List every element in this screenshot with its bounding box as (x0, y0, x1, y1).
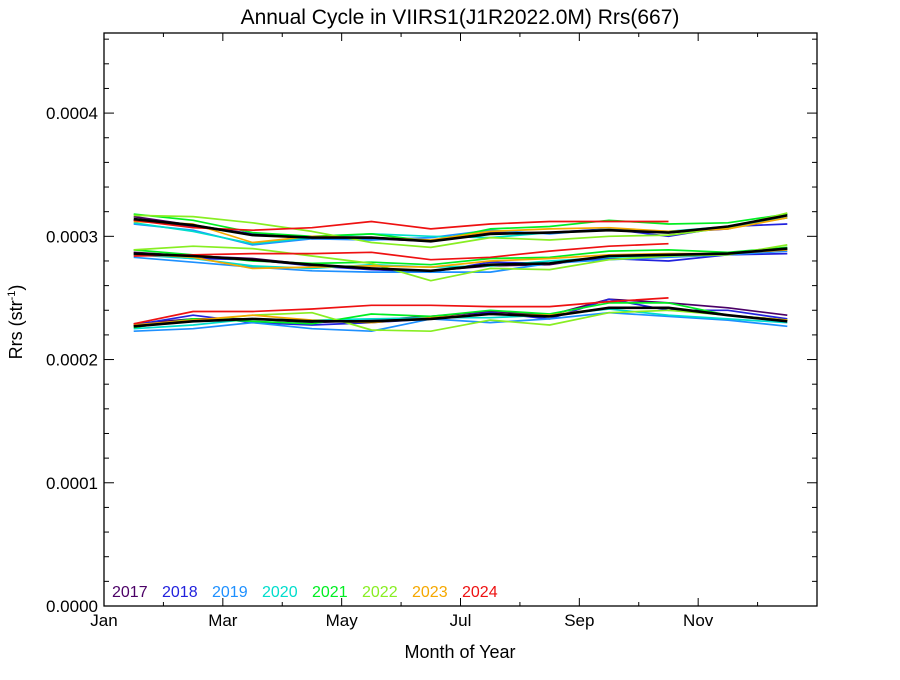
legend: 2017 2018 2019 2020 2021 2022 2023 2024 (112, 584, 498, 601)
series-line-2019-lower (133, 311, 788, 333)
chart-title: Annual Cycle in VIIRS1(J1R2022.0M) Rrs(6… (241, 6, 680, 29)
legend-item-2017: 2017 (112, 584, 148, 601)
y-axis-label-sup: -1 (6, 291, 18, 301)
y-tick-label: 0.0001 (46, 474, 98, 493)
legend-item-2020: 2020 (262, 584, 298, 601)
x-tick-label: May (326, 611, 359, 630)
series-line-mean-middle (133, 247, 788, 273)
series-line-2022-upper (133, 212, 788, 249)
y-tick-label: 0.0002 (46, 351, 98, 370)
series-line-2024-lower (133, 297, 669, 325)
y-axis-label: Rrs (str-1) (6, 285, 26, 360)
legend-item-2021: 2021 (312, 584, 348, 601)
series-line-mean-lower (133, 306, 788, 328)
y-tick-label: 0.0004 (46, 104, 98, 123)
y-axis-label-close: ) (6, 285, 26, 291)
x-tick-label: Nov (683, 611, 714, 630)
x-tick-label: Sep (564, 611, 594, 630)
y-axis-label-main: Rrs (str (6, 300, 26, 359)
legend-item-2024: 2024 (462, 584, 498, 601)
legend-item-2023: 2023 (412, 584, 448, 601)
x-tick-label: Jul (450, 611, 472, 630)
axis-ticks: Jan Mar May Jul Sep Nov 0.0000 0.0001 0.0002 0.00… (46, 33, 817, 630)
x-tick-label: Mar (208, 611, 238, 630)
y-tick-label: 0.0003 (46, 227, 98, 246)
series-line-2021-lower (133, 302, 788, 329)
series-lines (133, 212, 788, 333)
legend-item-2022: 2022 (362, 584, 398, 601)
series-line-2024-middle (133, 242, 669, 261)
y-tick-label: 0.0000 (46, 597, 98, 616)
legend-item-2018: 2018 (162, 584, 198, 601)
x-axis-label: Month of Year (404, 642, 515, 662)
x-tick-label: Jan (90, 611, 117, 630)
series-line-mean-upper (133, 214, 788, 243)
legend-item-2019: 2019 (212, 584, 248, 601)
